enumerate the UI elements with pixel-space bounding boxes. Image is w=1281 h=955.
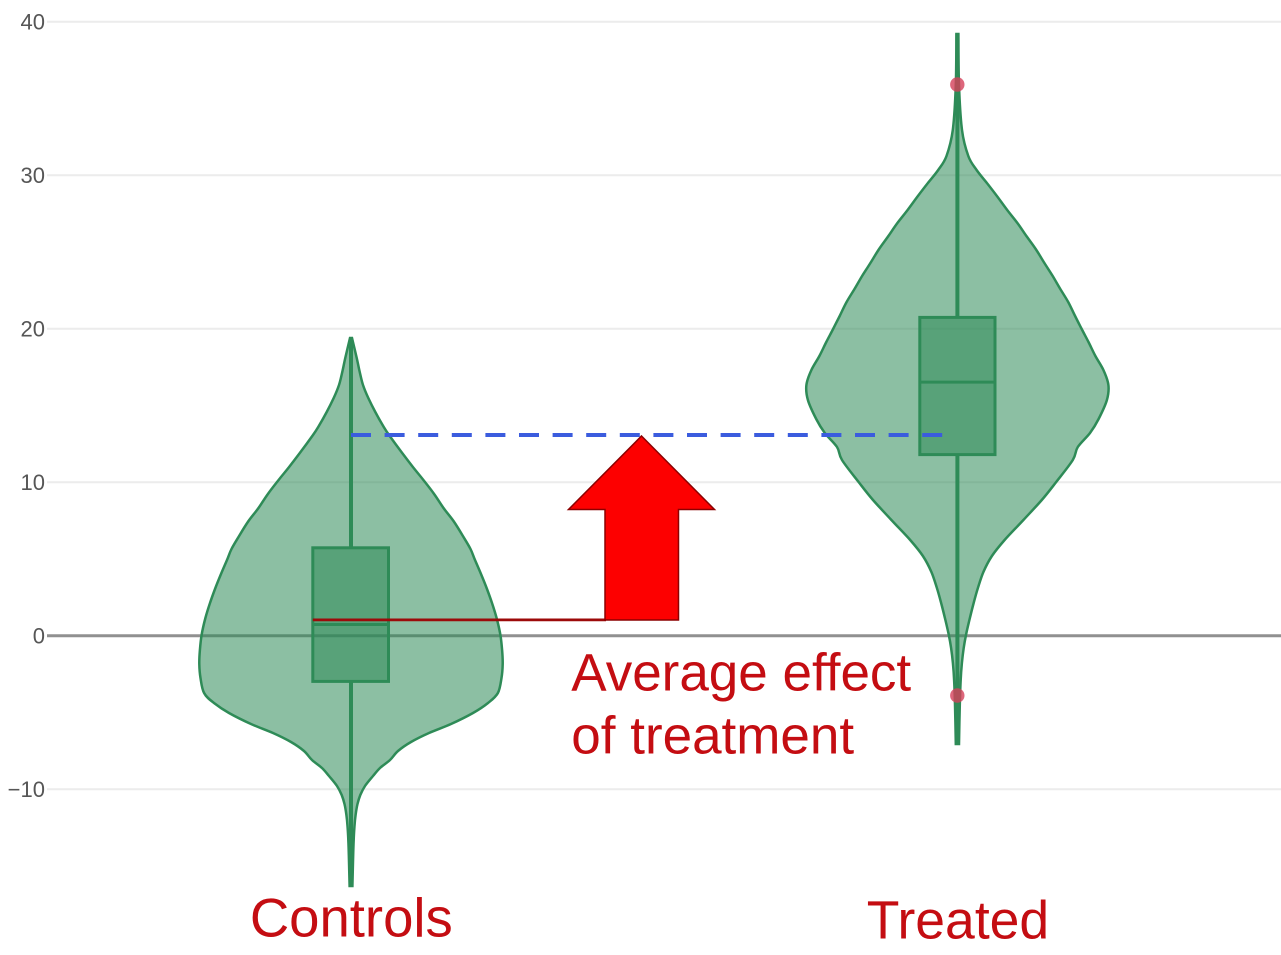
svg-text:20: 20	[21, 317, 45, 342]
svg-text:40: 40	[21, 10, 45, 35]
svg-text:0: 0	[33, 624, 45, 649]
svg-text:Controls: Controls	[250, 888, 453, 949]
svg-text:10: 10	[21, 470, 45, 495]
svg-text:30: 30	[21, 163, 45, 188]
svg-text:Average effect: Average effect	[571, 644, 911, 703]
svg-text:−10: −10	[8, 777, 45, 802]
svg-text:Treated: Treated	[867, 892, 1049, 951]
svg-text:of treatment: of treatment	[571, 706, 854, 765]
